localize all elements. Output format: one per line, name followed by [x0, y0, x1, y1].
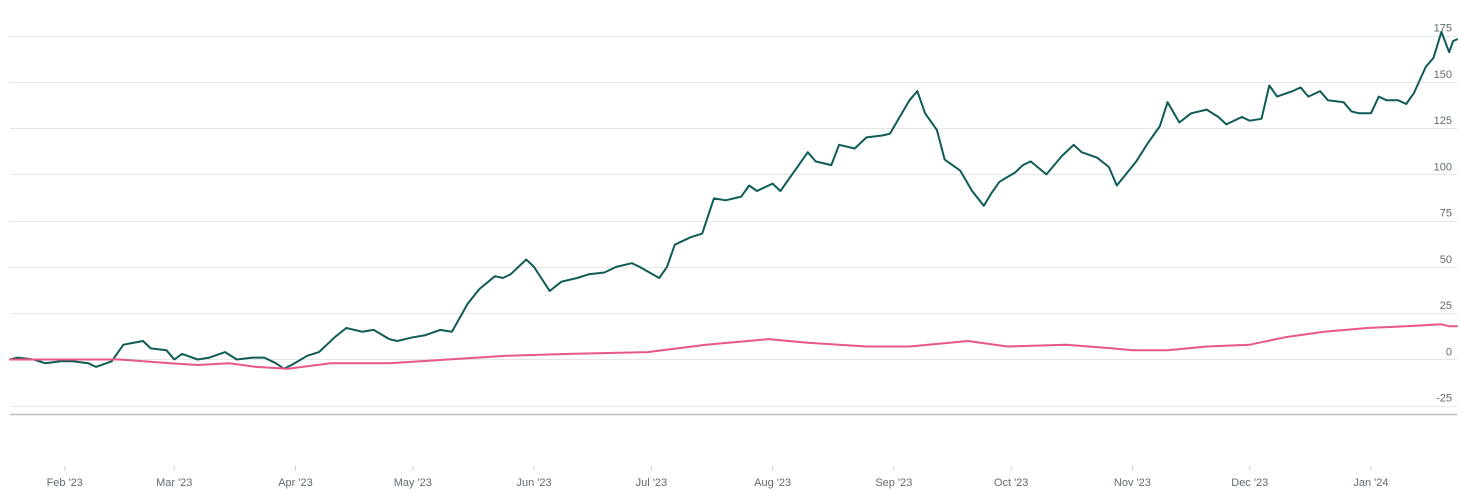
y-tick-labels: 175 150 125 100 75 50 25 0 -25 — [1434, 23, 1452, 405]
y-tick-label-5: 50 — [1440, 254, 1452, 266]
x-tick-label-8: Oct '23 — [994, 477, 1029, 489]
y-tick-label-7: 0 — [1446, 346, 1452, 358]
series-lines — [9, 30, 1458, 370]
x-tick-label-4: Jun '23 — [516, 477, 551, 489]
y-tick-label-8: -25 — [1436, 393, 1452, 405]
gridlines — [10, 36, 1457, 407]
x-tick-label-0: Feb '23 — [47, 477, 83, 489]
y-tick-label-6: 25 — [1440, 300, 1452, 312]
x-tick-label-1: Mar '23 — [156, 477, 192, 489]
y-tick-label-2: 125 — [1434, 115, 1452, 127]
x-tick-label-9: Nov '23 — [1114, 477, 1151, 489]
x-tick-label-10: Dec '23 — [1231, 477, 1268, 489]
x-tick-labels: Feb '23 Mar '23 Apr '23 May '23 Jun '23 Jul '… — [47, 466, 1389, 489]
x-tick-label-2: Apr '23 — [278, 477, 313, 489]
y-tick-label-0: 175 — [1434, 23, 1452, 35]
y-tick-label-4: 75 — [1440, 208, 1452, 220]
x-tick-label-3: May '23 — [394, 477, 432, 489]
series-line-1 — [9, 30, 1458, 370]
x-tick-label-7: Sep '23 — [875, 477, 912, 489]
y-tick-label-3: 100 — [1434, 161, 1452, 173]
series-line-2 — [9, 323, 1458, 370]
x-tick-label-11: Jan '24 — [1353, 477, 1388, 489]
x-tick-label-5: Jul '23 — [636, 477, 667, 489]
x-tick-label-6: Aug '23 — [754, 477, 791, 489]
y-tick-label-1: 150 — [1434, 69, 1452, 81]
